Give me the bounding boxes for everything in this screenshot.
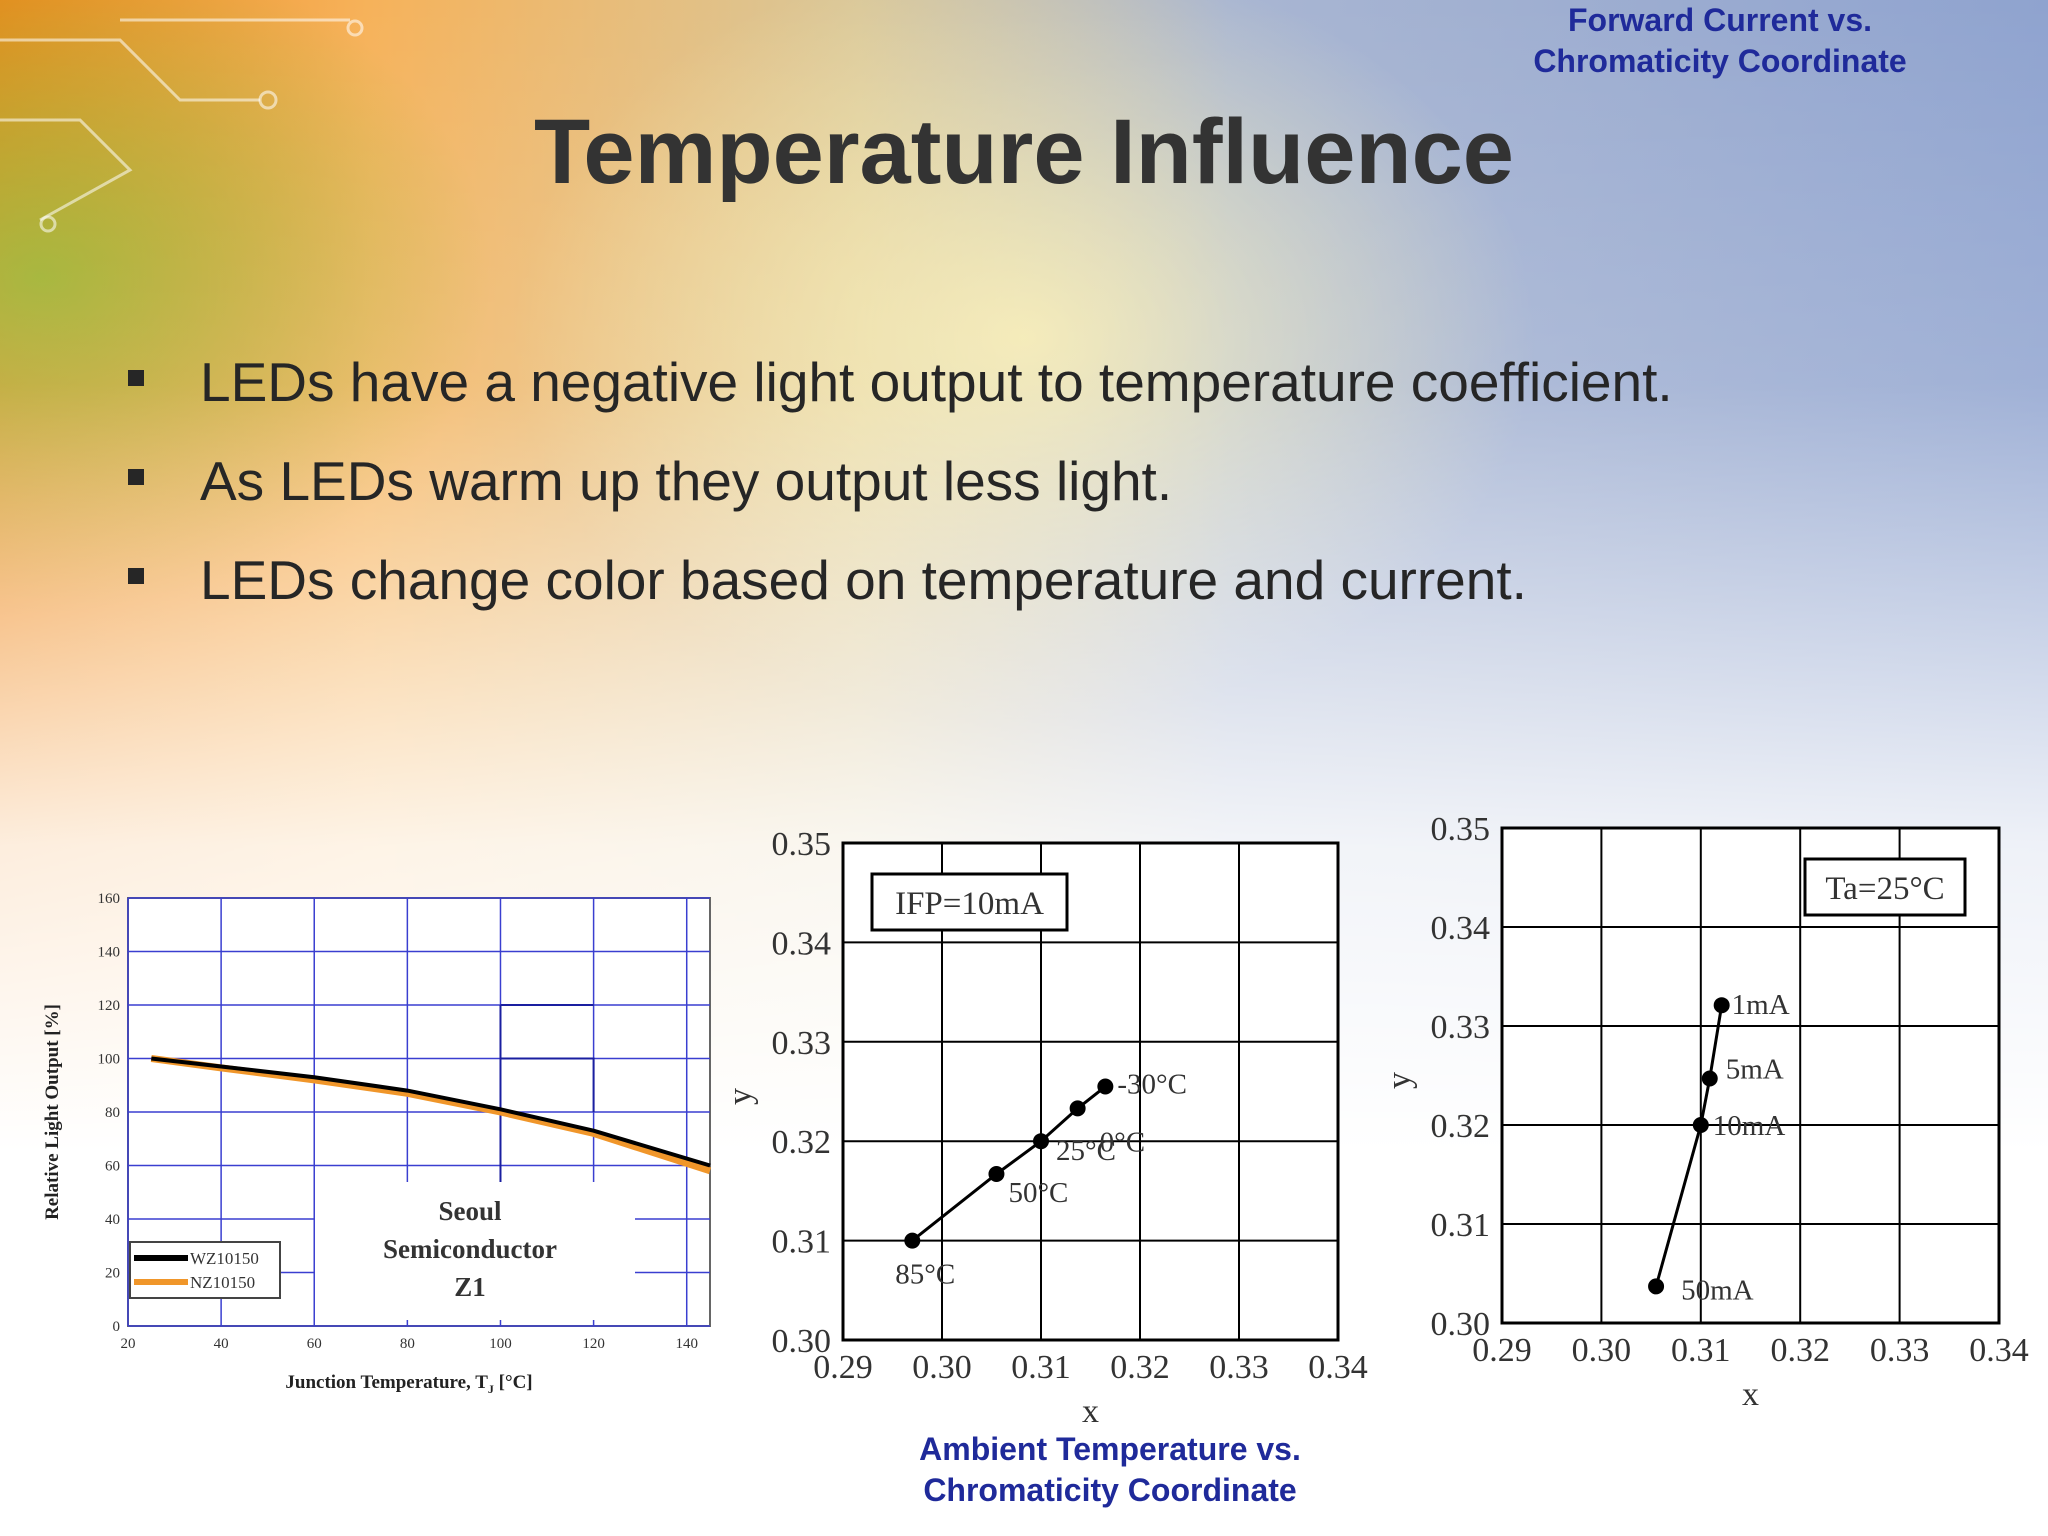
y-tick-label: 20 [105,1266,120,1282]
y-tick-label: 160 [98,891,121,907]
data-point [904,1232,921,1249]
x-tick-label: 40 [214,1336,229,1352]
data-point [1033,1133,1049,1150]
bullet-square-icon [128,568,144,584]
annotation-box [315,1182,635,1320]
bullet-text: As LEDs warm up they output less light. [200,450,1173,512]
y-tick-label: 0.33 [1431,1009,1491,1046]
y-tick-label: 0.32 [1431,1108,1491,1145]
x-axis-label: x [1742,1376,1759,1413]
y-tick-label: 60 [105,1159,120,1175]
x-tick-label: 0.32 [1770,1332,1830,1369]
legend-box [129,1241,281,1299]
condition-box [1803,857,1967,917]
data-point [1713,997,1730,1014]
x-tick-label: 0.30 [1572,1332,1632,1369]
x-tick-label: 0.33 [1209,1349,1269,1386]
bullet-square-icon [128,370,144,386]
point-label: 1mA [1732,989,1790,1021]
annotation-text: Z1 [454,1272,486,1302]
y-axis-label: y [722,1088,759,1105]
point-label: 50mA [1681,1274,1754,1306]
series-line-WZ10150 [151,1056,711,1168]
x-tick-label: 0.32 [1110,1349,1170,1386]
y-tick-label: 0.31 [772,1224,832,1261]
x-tick-label: 0.31 [1011,1349,1071,1386]
caption-line: Ambient Temperature vs. [919,1431,1301,1467]
data-point [1701,1070,1718,1087]
series-line [1654,1004,1724,1287]
annotation-text: Seoul [438,1196,502,1226]
x-tick-label: 0.29 [813,1349,873,1386]
x-tick-label: 60 [307,1336,322,1352]
y-tick-label: 140 [98,945,121,961]
condition-label: Ta=25°C [1825,871,1944,907]
x-tick-label: 100 [489,1336,512,1352]
y-tick-label: 120 [98,998,121,1014]
point-label: -30°C [1117,1069,1187,1101]
x-axis-label: Junction Temperature, TJ [°C] [285,1372,532,1396]
x-tick-label: 0.34 [1969,1332,2029,1369]
point-label: 0°C [1100,1126,1145,1158]
condition-box [870,872,1069,932]
y-axis-label: y [1381,1072,1418,1089]
data-point [1648,1278,1665,1295]
y-tick-label: 0.32 [772,1124,832,1161]
caption-line: Chromaticity Coordinate [923,1472,1297,1508]
slide-title: Temperature Influence [534,101,1514,203]
point-label: 5mA [1726,1053,1784,1085]
data-point [988,1166,1005,1183]
condition-label: IFP=10mA [895,886,1044,922]
x-tick-label: 80 [400,1336,415,1352]
data-point [1069,1100,1086,1117]
annotation-text: Semiconductor [383,1234,557,1264]
y-tick-label: 0.30 [772,1323,832,1360]
x-tick-label: 0.30 [912,1349,972,1386]
y-tick-label: 0.31 [1431,1207,1491,1244]
legend-label: NZ10150 [190,1273,255,1292]
temperature-chromaticity-chart: 0.29 0.30 0.31 0.32 0.33 0.340.300.310.320.33… [722,826,1368,1430]
light-output-chart: 20 40 60 80 100 120 140020406080100120140160Se… [42,891,712,1396]
y-tick-label: 80 [105,1105,120,1121]
x-axis-label: x [1082,1393,1099,1430]
y-tick-label: 0 [113,1319,121,1335]
legend-label: WZ10150 [190,1249,259,1268]
bullet-text: LEDs have a negative light output to tem… [200,351,1673,413]
y-tick-label: 100 [98,1052,121,1068]
x-tick-label: 20 [121,1336,136,1352]
chart-caption-current: Forward Current vs. Chromaticity Coordin… [1470,0,1970,82]
point-label: 50°C [1008,1177,1068,1209]
current-chromaticity-chart: 0.29 0.30 0.31 0.32 0.33 0.340.300.310.320.33… [1381,811,2029,1413]
y-tick-label: 0.34 [1431,910,1491,947]
x-tick-label: 140 [675,1336,698,1352]
y-tick-label: 0.34 [772,925,832,962]
data-point [1097,1078,1114,1095]
y-tick-label: 0.35 [1431,811,1491,848]
point-label: 25°C [1056,1135,1116,1167]
point-label: 10mA [1713,1110,1786,1142]
point-label: 85°C [895,1259,955,1291]
bullet-text: LEDs change color based on temperature a… [200,549,1527,611]
caption-line: Forward Current vs. [1567,2,1873,38]
x-tick-label: 0.31 [1671,1332,1731,1369]
x-tick-label: 120 [582,1336,605,1352]
y-tick-label: 0.30 [1431,1306,1491,1343]
x-tick-label: 0.29 [1472,1332,1532,1369]
y-axis-label: Relative Light Output [%] [42,1004,63,1220]
y-tick-label: 40 [105,1212,120,1228]
caption-line: Chromaticity Coordinate [1533,43,1907,79]
y-tick-label: 0.35 [772,826,832,863]
chart-caption-temperature: Ambient Temperature vs. Chromaticity Coo… [860,1429,1360,1511]
x-tick-label: 0.34 [1308,1349,1368,1386]
y-tick-label: 0.33 [772,1025,832,1062]
data-point [1692,1117,1709,1133]
x-tick-label: 0.33 [1870,1332,1930,1369]
bullet-square-icon [128,469,144,485]
